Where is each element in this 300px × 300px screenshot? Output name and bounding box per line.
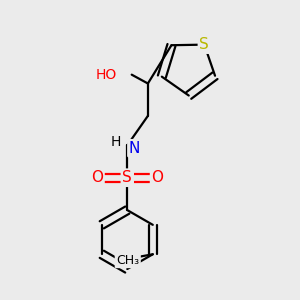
Text: H: H [110,135,121,149]
Text: CH₃: CH₃ [116,254,139,267]
Text: N: N [129,141,140,156]
Text: S: S [122,170,132,185]
Text: O: O [152,170,164,185]
Text: O: O [91,170,103,185]
Text: HO: HO [96,68,117,82]
Text: S: S [200,37,209,52]
